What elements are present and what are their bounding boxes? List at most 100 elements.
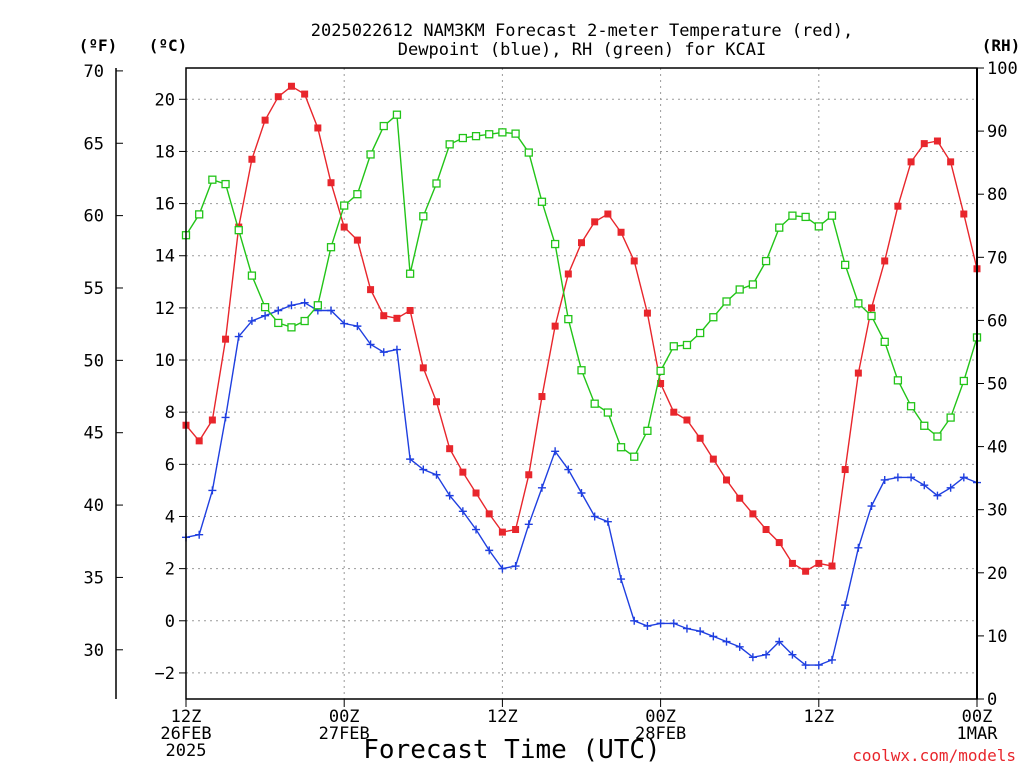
fahrenheit-tick-label: 65 <box>84 134 104 154</box>
dewpoint-point <box>472 525 481 534</box>
rh-point <box>920 421 929 430</box>
dewpoint-point <box>893 473 902 482</box>
temperature-point <box>604 210 612 218</box>
dewpoint-point <box>485 546 494 555</box>
temperature-point <box>446 445 454 453</box>
dewpoint-point <box>340 319 349 328</box>
chart-title-line-2: Dewpoint (blue), RH (green) for KCAI <box>398 40 766 60</box>
x-tick-label: 00Z <box>962 707 993 727</box>
temperature-point <box>195 437 203 445</box>
dewpoint-point <box>195 530 204 539</box>
axes-layer <box>115 67 978 700</box>
fahrenheit-unit-label: (ºF) <box>79 36 118 55</box>
dewpoint-point <box>630 616 639 625</box>
temperature-point <box>274 93 282 101</box>
rh-point <box>630 452 639 461</box>
dewpoint-point <box>946 483 955 492</box>
rh-point <box>682 340 692 350</box>
dewpoint-point <box>656 619 665 628</box>
dewpoint-point <box>801 661 810 670</box>
dewpoint-point <box>327 306 336 315</box>
dewpoint-point <box>247 316 256 325</box>
x-tick-label: 2025 <box>166 741 207 761</box>
dewpoint-point <box>564 465 573 474</box>
series-layer <box>181 82 982 670</box>
rh-point <box>432 179 441 188</box>
temperature-point <box>340 223 348 231</box>
temperature-point <box>380 312 388 320</box>
rh-point <box>643 426 652 435</box>
temperature-point <box>736 494 744 502</box>
rh-point <box>445 140 454 149</box>
celsius-tick-label: −2 <box>155 664 175 684</box>
x-tick-label: 12Z <box>803 707 834 727</box>
dewpoint-point <box>617 575 626 584</box>
x-tick-label: 12Z <box>487 707 518 727</box>
temperature-point <box>960 210 968 218</box>
rh-point <box>274 318 283 328</box>
temperature-point <box>248 155 256 163</box>
rh-tick-label: 60 <box>987 311 1007 331</box>
temperature-point <box>920 140 928 148</box>
dewpoint-point <box>366 340 375 349</box>
temperature-point <box>472 489 480 497</box>
dewpoint-point <box>643 621 652 630</box>
x-tick-label: 27FEB <box>319 724 370 744</box>
temperature-point <box>617 228 625 236</box>
rh-point <box>959 376 968 386</box>
temperature-point <box>670 408 678 416</box>
x-tick-label: 28FEB <box>635 724 686 744</box>
rh-tick-label: 10 <box>987 627 1007 647</box>
rh-point <box>379 121 388 131</box>
rh-tick-label: 100 <box>987 59 1018 79</box>
x-tick-label: 26FEB <box>160 724 211 744</box>
rh-point <box>313 301 322 310</box>
rh-point <box>326 243 336 252</box>
rh-series <box>181 110 982 461</box>
rh-tick-label: 0 <box>987 690 997 710</box>
rh-point <box>893 376 903 385</box>
temperature-point <box>657 380 665 387</box>
temperature-point <box>630 257 638 265</box>
dewpoint-point <box>880 475 889 484</box>
rh-point <box>669 342 678 351</box>
dewpoint-point <box>735 642 744 651</box>
rh-point <box>735 285 744 294</box>
rh-point <box>709 313 718 322</box>
celsius-tick-label: 2 <box>165 560 175 580</box>
temperature-point <box>894 202 902 210</box>
rh-point <box>392 110 402 119</box>
rh-point <box>247 271 257 280</box>
dewpoint-point <box>722 637 731 646</box>
rh-point <box>696 328 705 338</box>
rh-point <box>471 131 481 141</box>
temperature-point <box>353 236 361 244</box>
rh-point <box>880 337 889 347</box>
dewpoint-point <box>907 473 916 482</box>
dewpoint-point <box>748 653 757 662</box>
fahrenheit-tick-label: 55 <box>84 279 104 299</box>
dewpoint-point <box>274 306 283 315</box>
rh-point <box>340 201 349 210</box>
fahrenheit-tick-label: 60 <box>84 207 104 227</box>
rh-tick-label: 40 <box>987 438 1007 458</box>
rh-point <box>195 210 204 219</box>
temperature-point <box>907 158 915 166</box>
rh-tick-label: 70 <box>987 248 1007 268</box>
rh-point <box>841 260 850 270</box>
rh-unit-label: (RH) <box>982 36 1021 55</box>
rh-point <box>550 239 560 249</box>
dewpoint-point <box>498 564 507 573</box>
temperature-point <box>947 158 955 166</box>
temperature-point <box>538 393 546 401</box>
celsius-tick-label: 20 <box>155 90 175 110</box>
rh-point <box>524 148 533 157</box>
dewpoint-point <box>379 348 388 357</box>
temperature-point <box>802 567 810 575</box>
x-axis-label: Forecast Time (UTC) <box>363 735 660 765</box>
temperature-point <box>485 510 493 518</box>
temperature-point <box>854 369 862 377</box>
temperature-point <box>696 434 704 442</box>
